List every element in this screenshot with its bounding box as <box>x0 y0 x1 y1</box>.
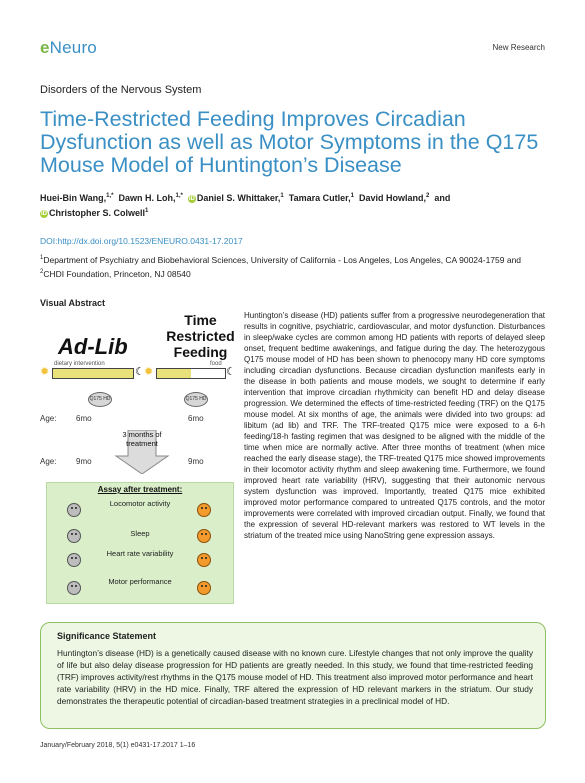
assay-row: Heart rate variability <box>47 547 233 571</box>
affiliations: 1Department of Psychiatry and Biobehavio… <box>40 254 522 279</box>
significance-statement-box: Significance Statement Huntington’s dise… <box>40 622 546 729</box>
moon-icon: ☾ <box>135 366 145 378</box>
treatment-duration: 3 months of treatment <box>122 430 162 448</box>
happy-face-icon <box>197 503 211 517</box>
age-value: 9mo <box>188 457 204 466</box>
age-label: Age: <box>40 414 57 423</box>
author[interactable]: Tamara Cutler,1 <box>288 193 354 203</box>
author[interactable]: David Howland,2 <box>359 193 430 203</box>
author[interactable]: Dawn H. Loh,1,* <box>118 193 183 203</box>
orcid-icon[interactable]: iD <box>40 210 48 218</box>
sad-face-icon <box>67 553 81 567</box>
sad-face-icon <box>67 503 81 517</box>
section-label: New Research <box>492 43 545 52</box>
abstract-text: Huntington’s disease (HD) patients suffe… <box>244 311 545 540</box>
author[interactable]: iD Christopher S. Colwell1 <box>40 208 149 218</box>
assay-title: Assay after treatment: <box>97 485 183 494</box>
visual-abstract-heading: Visual Abstract <box>40 298 106 308</box>
sun-icon: ✹ <box>144 366 154 378</box>
trf-bar-text: food <box>210 361 222 367</box>
sun-icon: ✹ <box>40 366 50 378</box>
article-category: Disorders of the Nervous System <box>40 84 202 96</box>
happy-face-icon <box>197 581 211 595</box>
happy-face-icon <box>197 529 211 543</box>
mouse-icon: Q175 HD <box>184 392 208 407</box>
age-value: 6mo <box>76 414 92 423</box>
journal-logo: eNeuro <box>40 38 97 57</box>
author[interactable]: iD Daniel S. Whittaker,1 <box>187 193 284 203</box>
trf-light-bar <box>156 368 226 379</box>
assay-panel: Assay after treatment: Locomotor activit… <box>46 482 234 604</box>
happy-face-icon <box>197 553 211 567</box>
author-conjunction: and <box>434 193 451 203</box>
significance-text: Huntington’s disease (HD) is a genetical… <box>57 648 533 706</box>
sad-face-icon <box>67 529 81 543</box>
visual-abstract-figure: Ad-Lib Time Restricted Feeding ✹ dietary… <box>40 312 236 612</box>
age-label: Age: <box>40 457 57 466</box>
orcid-icon[interactable]: iD <box>187 195 196 203</box>
sad-face-icon <box>67 581 81 595</box>
age-value: 6mo <box>188 414 204 423</box>
assay-row: Locomotor activity <box>47 497 233 521</box>
author-list: Huei-Bin Wang,1,* Dawn H. Loh,1,* iD Dani… <box>40 190 545 220</box>
doi-link[interactable]: DOI:http://dx.doi.org/10.1523/ENEURO.043… <box>40 236 243 246</box>
significance-heading: Significance Statement <box>57 631 157 641</box>
assay-row: Motor performance <box>47 575 233 599</box>
age-value: 9mo <box>76 457 92 466</box>
author[interactable]: Huei-Bin Wang,1,* <box>40 193 114 203</box>
adlib-label: Ad-Lib <box>58 334 128 359</box>
treatment-arrow <box>114 430 170 474</box>
page-footer: January/February 2018, 5(1) e0431-17.201… <box>40 742 196 749</box>
mouse-icon: Q175 HD <box>88 392 112 407</box>
moon-icon: ☾ <box>226 366 236 378</box>
trf-label: Time Restricted Feeding <box>166 312 235 360</box>
article-title: Time-Restricted Feeding Improves Circadi… <box>40 107 539 177</box>
adlib-bar-text: dietary intervention <box>54 361 105 367</box>
assay-row: Sleep <box>47 523 233 547</box>
adlib-light-bar <box>52 368 134 379</box>
